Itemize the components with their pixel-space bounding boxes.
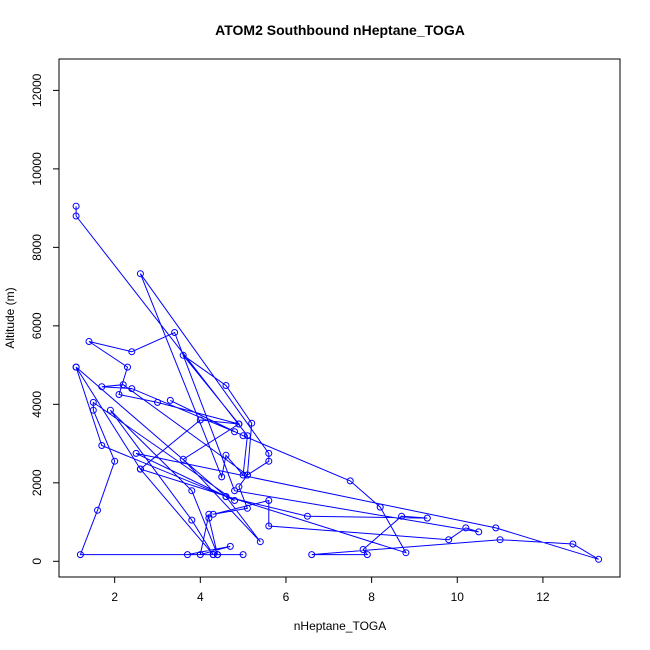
x-tick-label: 12	[536, 590, 550, 604]
data-point	[85, 338, 93, 345]
data-point	[569, 540, 577, 548]
data-point	[166, 396, 174, 404]
plot-frame	[58, 58, 621, 578]
data-point	[402, 549, 410, 557]
y-tick-label: 10000	[30, 152, 44, 186]
data-point	[132, 449, 140, 457]
y-tick-label: 12000	[30, 73, 44, 107]
data-point	[98, 383, 106, 391]
data-point	[376, 503, 384, 511]
data-point	[119, 381, 127, 389]
data-point	[128, 348, 136, 356]
data-point	[115, 391, 123, 398]
data-point	[235, 483, 243, 491]
x-tick-label: 10	[451, 590, 465, 604]
data-point	[256, 538, 264, 546]
data-point	[222, 451, 230, 459]
y-tick-label: 4000	[30, 391, 44, 418]
data-point	[462, 524, 470, 532]
data-point	[248, 419, 256, 427]
data-point	[235, 420, 243, 428]
data-point	[265, 449, 273, 457]
data-point	[222, 382, 230, 389]
x-tick-label: 6	[283, 590, 290, 604]
data-point	[222, 493, 230, 501]
data-point	[136, 465, 144, 473]
y-axis-label: Altitude (m)	[3, 287, 17, 348]
y-tick-label: 2000	[30, 469, 44, 496]
data-point	[128, 385, 136, 393]
data-point	[94, 506, 101, 514]
data-point	[303, 512, 311, 520]
data-point	[136, 270, 144, 278]
data-point	[475, 528, 483, 536]
data-point	[308, 551, 316, 559]
data-point	[72, 212, 80, 220]
data-point	[445, 536, 453, 544]
data-point	[496, 536, 504, 544]
data-point	[243, 432, 251, 440]
data-point	[423, 514, 431, 522]
data-point	[239, 471, 247, 479]
y-tick-label: 6000	[30, 312, 44, 339]
y-tick-label: 8000	[30, 234, 44, 261]
data-point	[265, 522, 273, 530]
data-point	[89, 398, 97, 406]
x-tick-label: 8	[368, 590, 375, 604]
data-point	[72, 202, 80, 210]
data-point	[209, 551, 217, 559]
data-point	[243, 504, 251, 512]
data-point	[265, 497, 273, 504]
data-point	[98, 442, 106, 449]
data-point	[359, 546, 367, 553]
data-point	[171, 329, 179, 336]
data-point	[346, 477, 354, 485]
data-point	[239, 432, 247, 440]
data-point	[106, 406, 114, 414]
chart-title: ATOM2 Southbound nHeptane_TOGA	[215, 22, 465, 38]
data-point	[265, 457, 273, 465]
data-point	[363, 551, 371, 559]
data-point	[111, 457, 119, 465]
data-point	[218, 473, 226, 481]
y-tick-label: 0	[30, 558, 44, 565]
data-point	[205, 510, 213, 518]
series-layer	[72, 202, 603, 563]
data-point	[154, 398, 161, 406]
data-point	[595, 555, 603, 563]
x-axis-label: nHeptane_TOGA	[294, 619, 387, 633]
data-point	[179, 455, 187, 463]
data-point	[179, 351, 187, 359]
data-point	[231, 497, 239, 504]
series-line	[75, 206, 599, 560]
data-point	[76, 551, 84, 559]
data-point	[196, 551, 204, 559]
data-point	[243, 471, 251, 479]
data-point	[72, 363, 80, 371]
data-point	[205, 514, 213, 522]
data-point	[231, 428, 239, 436]
data-point	[239, 551, 247, 559]
x-axis: 2 4 6 8 10 12	[111, 577, 550, 604]
data-point	[214, 551, 221, 559]
data-point	[188, 487, 196, 495]
data-point	[226, 542, 234, 550]
x-tick-label: 4	[197, 590, 204, 604]
x-tick-label: 2	[111, 590, 118, 604]
data-point	[124, 363, 131, 371]
data-point	[196, 416, 204, 424]
data-point	[398, 512, 406, 520]
y-axis: 0 2000 4000 6000 8000 10000 12000	[30, 73, 59, 565]
data-point	[188, 516, 196, 524]
data-point	[89, 406, 97, 414]
data-point	[231, 487, 239, 495]
data-point	[492, 524, 500, 532]
data-point	[184, 551, 191, 559]
data-point	[209, 510, 217, 518]
